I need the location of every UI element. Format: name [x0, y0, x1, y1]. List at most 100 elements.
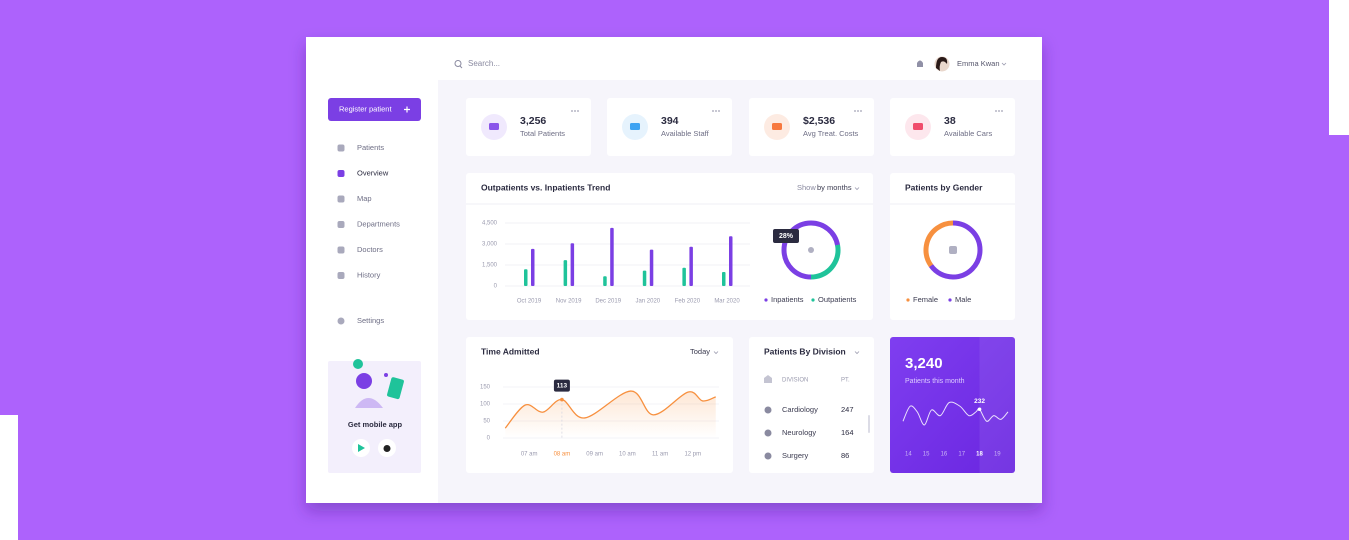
- legend-swatch: [764, 298, 768, 302]
- more-icon[interactable]: [715, 110, 717, 112]
- x-tick-label: 17: [958, 452, 965, 458]
- division-icon: [764, 406, 772, 414]
- trend-card: [466, 173, 873, 320]
- bar: [689, 246, 693, 286]
- more-icon[interactable]: [854, 110, 856, 112]
- menu-item[interactable]: Map: [357, 194, 372, 203]
- highlight-column: [979, 337, 1015, 473]
- x-tick-label: Mar 2020: [714, 299, 740, 305]
- promo-phone: [387, 377, 404, 400]
- stat-value: 394: [661, 115, 679, 127]
- more-icon[interactable]: [860, 110, 862, 112]
- settings-icon: [337, 317, 345, 325]
- x-tick-label: 18: [976, 452, 983, 458]
- menu-item[interactable]: Settings: [357, 316, 384, 325]
- register-button[interactable]: [328, 98, 421, 121]
- search-icon: [454, 60, 462, 67]
- hover-point: [560, 397, 564, 402]
- filter-label: Show: [797, 183, 816, 192]
- summary-label: Patients this month: [905, 378, 965, 385]
- chevron[interactable]: [1001, 62, 1007, 66]
- stat-card: [466, 98, 591, 156]
- apple-icon: [383, 445, 391, 452]
- chevron[interactable]: [713, 351, 719, 355]
- legend-swatch: [948, 298, 952, 302]
- stat-icon-glyph: [630, 123, 640, 130]
- bg-patch: [0, 415, 18, 540]
- chevron[interactable]: [854, 351, 860, 355]
- more-icon[interactable]: [998, 110, 1000, 112]
- more-icon[interactable]: [712, 110, 714, 112]
- bar: [642, 270, 647, 286]
- division-name: Cardiology: [782, 405, 818, 414]
- filter-value[interactable]: Today: [690, 347, 710, 356]
- x-tick-label: 11 am: [652, 452, 668, 458]
- register-button-text: Register patient: [339, 104, 392, 113]
- menu-item[interactable]: Patients: [357, 143, 384, 152]
- stat-card: [890, 98, 1015, 156]
- highlight-label: 232: [974, 398, 985, 405]
- menu-item[interactable]: Doctors: [357, 245, 383, 254]
- y-tick-label: 150: [480, 385, 491, 391]
- stat-value: 38: [944, 115, 956, 127]
- menu-icon: [337, 195, 345, 203]
- user-name: Emma Kwan: [957, 59, 1000, 68]
- stat-card: [749, 98, 874, 156]
- x-tick-label: 08 am: [554, 452, 571, 458]
- division-card: [749, 337, 874, 473]
- division-icon: [764, 429, 772, 437]
- y-tick-label: 0: [494, 284, 498, 290]
- division-count: 247: [841, 405, 854, 414]
- more-icon[interactable]: [718, 110, 720, 112]
- legend-swatch: [811, 298, 815, 302]
- menu-item[interactable]: Overview: [357, 168, 389, 177]
- stat-label: Total Patients: [520, 129, 565, 138]
- bar: [603, 276, 607, 286]
- bar: [531, 248, 535, 286]
- bell-icon[interactable]: [917, 60, 923, 68]
- bar: [682, 267, 686, 286]
- more-icon[interactable]: [995, 110, 997, 112]
- x-tick-label: 14: [905, 452, 912, 458]
- scrollbar[interactable]: [868, 415, 870, 433]
- more-icon[interactable]: [577, 110, 579, 112]
- donut-center-icon: [808, 247, 814, 253]
- promo-figure: [356, 373, 372, 389]
- more-icon[interactable]: [571, 110, 573, 112]
- menu-item[interactable]: History: [357, 270, 381, 279]
- menu-item[interactable]: Departments: [357, 219, 400, 228]
- card-title: Outpatients vs. Inpatients Trend: [481, 182, 610, 192]
- gender-icon: [949, 246, 957, 254]
- menu-icon: [337, 272, 345, 279]
- more-icon[interactable]: [1001, 110, 1003, 112]
- x-tick-label: Feb 2020: [675, 299, 701, 305]
- chevron[interactable]: [854, 187, 860, 191]
- summary-value: 3,240: [905, 355, 943, 372]
- topbar: [438, 37, 1042, 80]
- legend-label: Outpatients: [818, 295, 857, 304]
- stat-icon-glyph: [772, 123, 782, 130]
- card-title: Patients By Division: [764, 346, 846, 356]
- filter-value[interactable]: by months: [817, 183, 852, 192]
- promo-dot: [353, 359, 363, 369]
- admitted-card: [466, 337, 733, 473]
- stat-value: 3,256: [520, 115, 546, 127]
- stat-label: Avg Treat. Costs: [803, 129, 859, 138]
- bar: [570, 243, 575, 286]
- bg-patch: [1329, 0, 1349, 135]
- more-icon[interactable]: [857, 110, 859, 112]
- play-icon: [358, 444, 365, 452]
- promo-dot: [384, 373, 388, 377]
- more-icon[interactable]: [574, 110, 576, 112]
- y-tick-label: 0: [487, 436, 491, 442]
- home-icon: [764, 375, 772, 383]
- bar: [729, 236, 733, 286]
- column-header: DIVISION: [782, 378, 808, 384]
- division-icon: [764, 452, 772, 460]
- promo-hill: [355, 398, 383, 408]
- y-tick-label: 100: [480, 402, 491, 408]
- highlight-point: [977, 407, 982, 412]
- bar: [524, 269, 528, 286]
